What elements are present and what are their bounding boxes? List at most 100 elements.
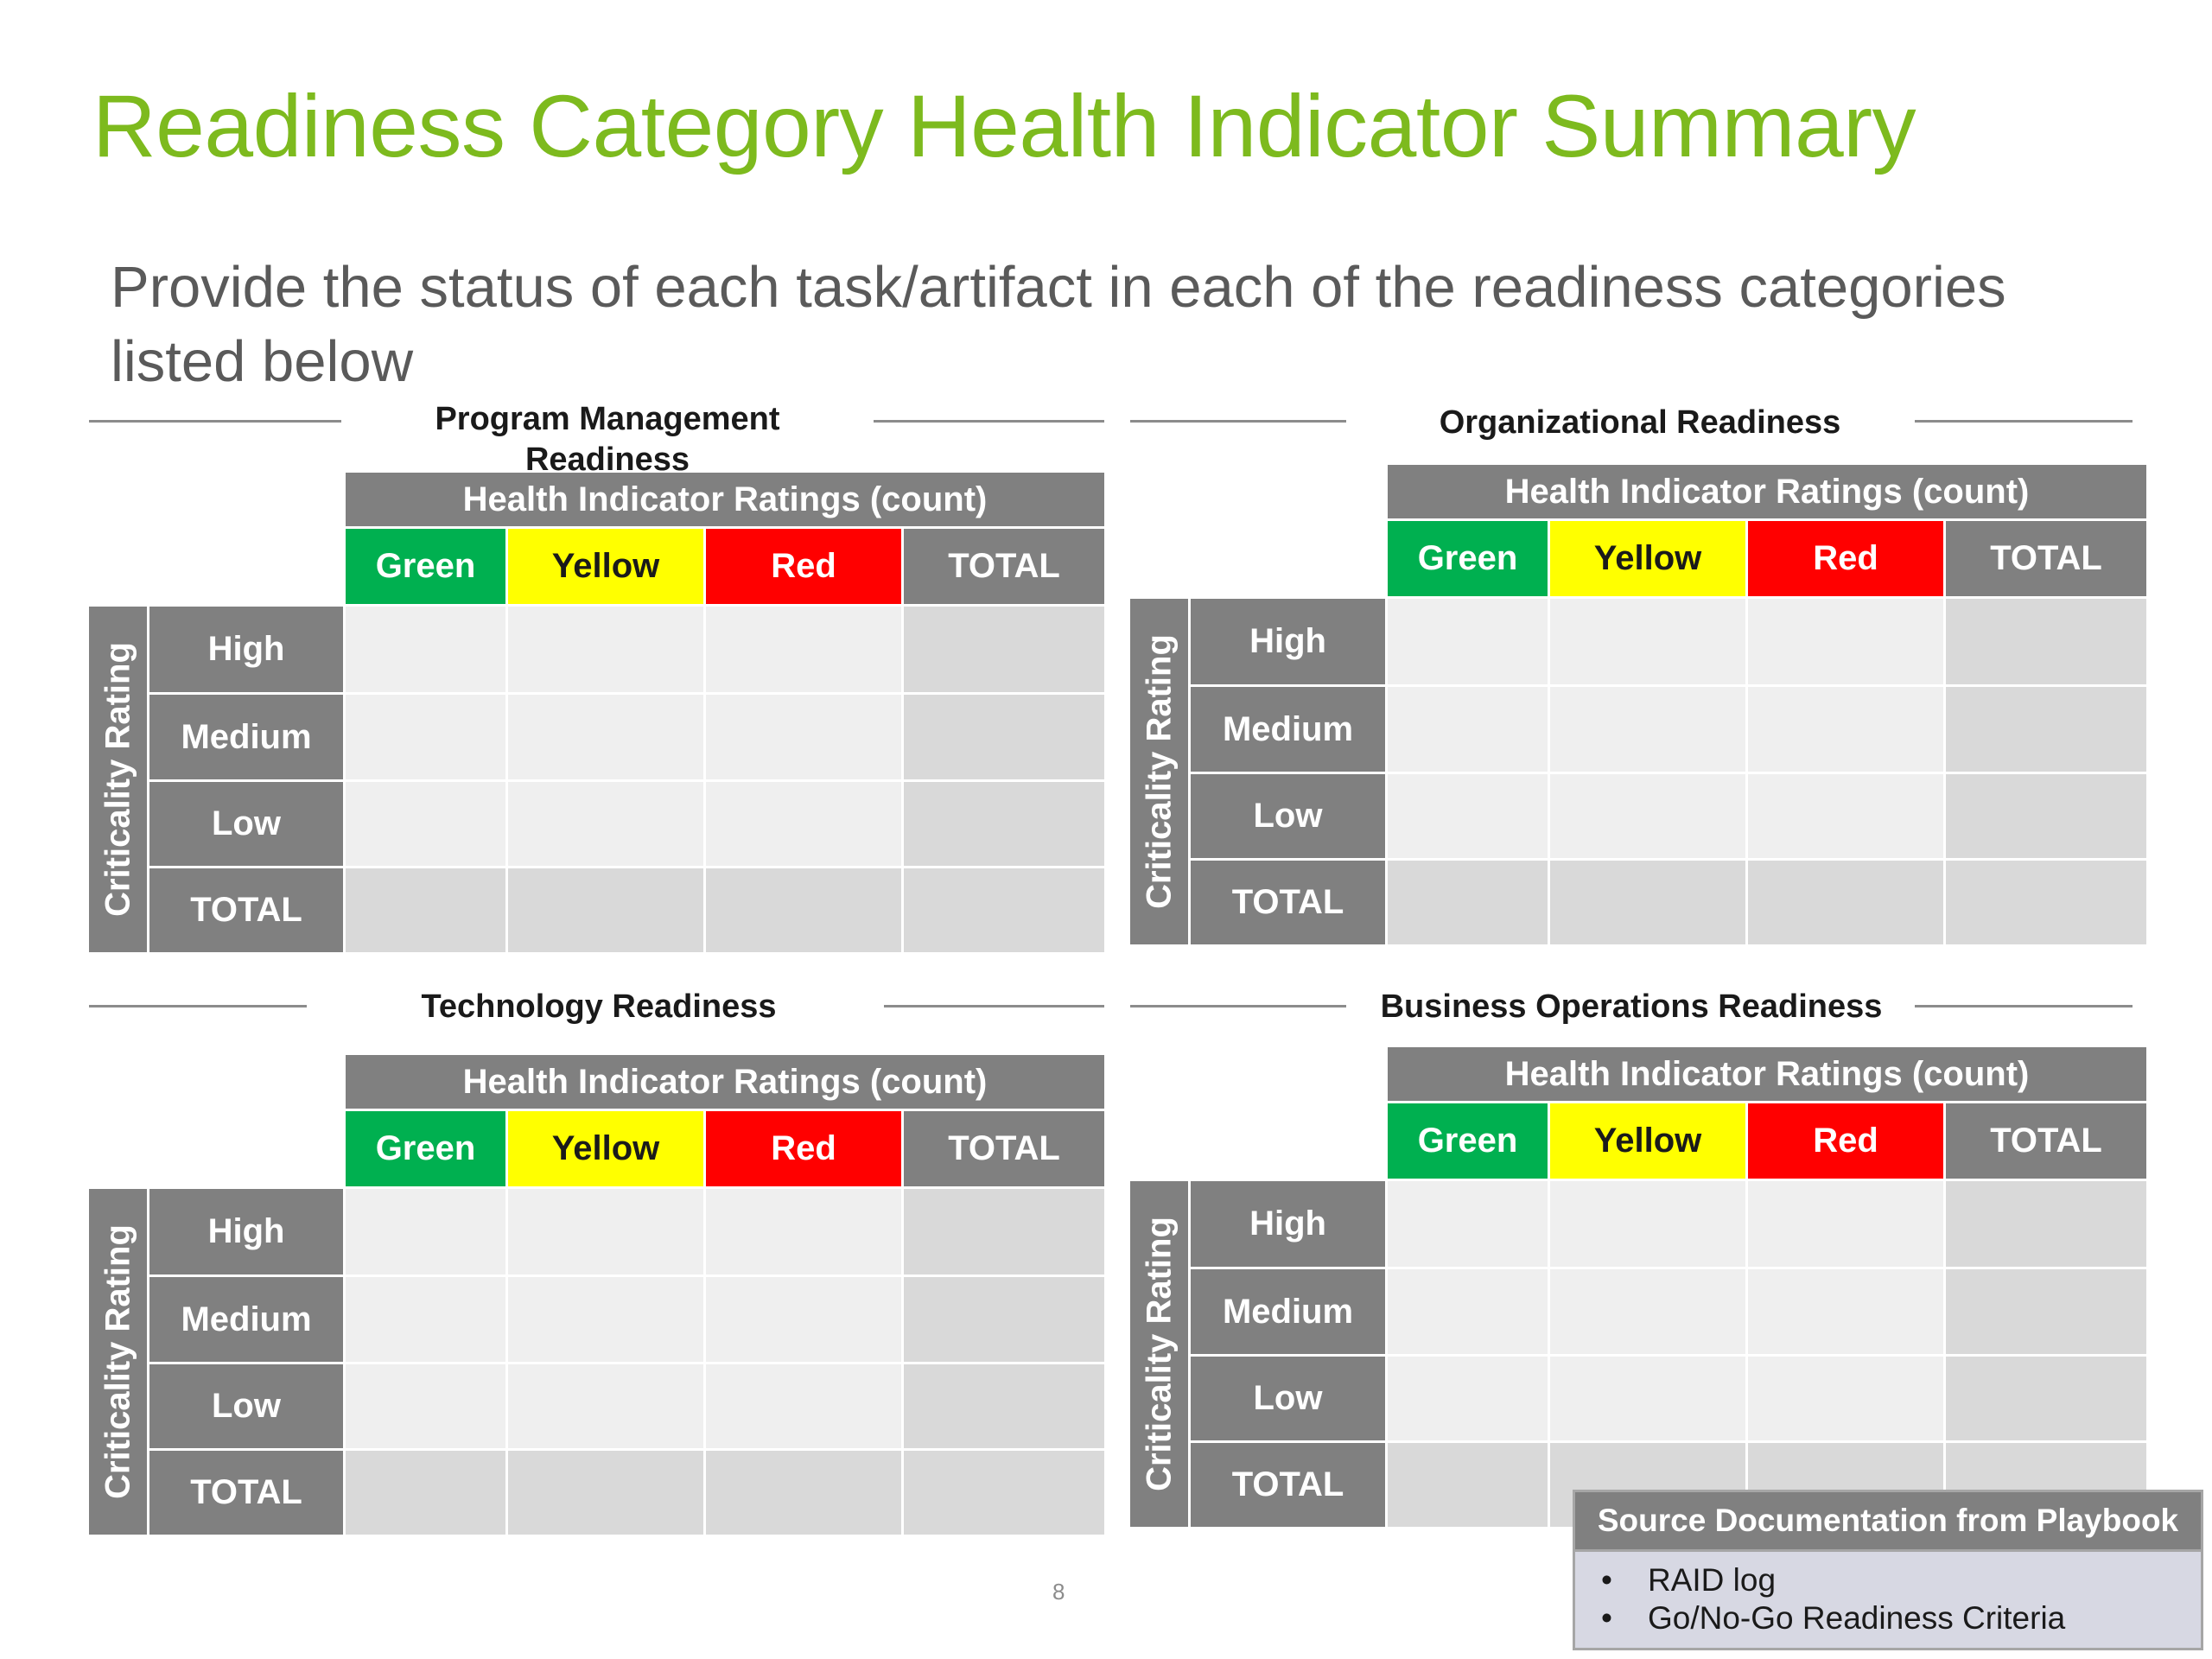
data-cell bbox=[1388, 1357, 1548, 1440]
title-rule-left bbox=[1130, 1005, 1346, 1007]
bullet-icon: • bbox=[1601, 1562, 1612, 1598]
row-low: Low bbox=[1191, 774, 1385, 858]
data-cell bbox=[346, 1451, 505, 1535]
data-cell bbox=[1946, 1357, 2146, 1440]
data-cell bbox=[904, 868, 1104, 952]
data-cell bbox=[1550, 1357, 1745, 1440]
data-cell bbox=[346, 868, 505, 952]
data-cell bbox=[1550, 774, 1745, 858]
ratings-header: Health Indicator Ratings (count) bbox=[346, 1055, 1104, 1109]
data-cell bbox=[706, 695, 901, 779]
data-cell bbox=[706, 1364, 901, 1448]
data-cell bbox=[346, 695, 505, 779]
col-red: Red bbox=[706, 529, 901, 604]
data-cell bbox=[1550, 1269, 1745, 1354]
data-cell bbox=[1748, 774, 1943, 858]
col-green: Green bbox=[1388, 521, 1548, 596]
readiness-panel-technology: Technology Readiness Health Indicator Ra… bbox=[89, 983, 1104, 1536]
data-cell bbox=[508, 695, 703, 779]
data-cell bbox=[1748, 1269, 1943, 1354]
col-yellow: Yellow bbox=[1550, 1103, 1745, 1179]
page-subtitle: Provide the status of each task/artifact… bbox=[111, 255, 2006, 394]
row-low: Low bbox=[149, 782, 343, 866]
data-cell bbox=[1748, 1181, 1943, 1267]
data-cell bbox=[904, 607, 1104, 692]
page-number: 8 bbox=[1052, 1579, 1065, 1605]
source-item: • RAID log bbox=[1601, 1562, 1777, 1598]
col-yellow: Yellow bbox=[508, 1111, 703, 1186]
col-total: TOTAL bbox=[904, 1111, 1104, 1186]
col-total: TOTAL bbox=[904, 529, 1104, 604]
data-cell bbox=[1388, 1269, 1548, 1354]
source-item: • Go/No-Go Readiness Criteria bbox=[1601, 1600, 2066, 1636]
data-cell bbox=[904, 1277, 1104, 1362]
row-high: High bbox=[149, 1189, 343, 1274]
data-cell bbox=[508, 1451, 703, 1535]
data-cell bbox=[1946, 1181, 2146, 1267]
panel-title: Organizational Readiness bbox=[1439, 404, 1841, 441]
readiness-panel-organizational: Organizational Readiness Health Indicato… bbox=[1130, 399, 2146, 952]
title-rule-right bbox=[884, 1005, 1104, 1007]
panel-title: Business Operations Readiness bbox=[1380, 988, 1883, 1025]
data-cell bbox=[1748, 687, 1943, 772]
data-cell bbox=[508, 1189, 703, 1274]
readiness-panel-business-operations: Business Operations Readiness Health Ind… bbox=[1130, 983, 2146, 1536]
data-cell bbox=[706, 782, 901, 866]
row-medium: Medium bbox=[1191, 687, 1385, 772]
row-total: TOTAL bbox=[149, 868, 343, 952]
ratings-header: Health Indicator Ratings (count) bbox=[346, 473, 1104, 526]
title-rule-left bbox=[89, 420, 341, 423]
data-cell bbox=[508, 868, 703, 952]
data-cell bbox=[346, 1189, 505, 1274]
data-cell bbox=[904, 1189, 1104, 1274]
col-green: Green bbox=[346, 1111, 505, 1186]
criticality-rating-label: Criticality Rating bbox=[89, 1189, 147, 1535]
source-documentation-box: Source Documentation from Playbook • RAID… bbox=[1573, 1490, 2203, 1650]
data-cell bbox=[1388, 1443, 1548, 1527]
row-high: High bbox=[149, 607, 343, 692]
row-high: High bbox=[1191, 1181, 1385, 1267]
data-cell bbox=[1550, 861, 1745, 944]
panel-title: Program Management Readiness bbox=[435, 401, 780, 478]
col-yellow: Yellow bbox=[508, 529, 703, 604]
data-cell bbox=[508, 607, 703, 692]
readiness-panel-program-management: Program Management Readiness Health Indi… bbox=[89, 399, 1104, 952]
data-cell bbox=[706, 607, 901, 692]
data-cell bbox=[1388, 861, 1548, 944]
title-rule-left bbox=[1130, 420, 1346, 423]
data-cell bbox=[904, 1451, 1104, 1535]
data-cell bbox=[1748, 599, 1943, 684]
col-yellow: Yellow bbox=[1550, 521, 1745, 596]
col-red: Red bbox=[706, 1111, 901, 1186]
row-high: High bbox=[1191, 599, 1385, 684]
data-cell bbox=[508, 1277, 703, 1362]
page-title: Readiness Category Health Indicator Summ… bbox=[92, 77, 1916, 175]
ratings-header: Health Indicator Ratings (count) bbox=[1388, 1047, 2146, 1101]
data-cell bbox=[1946, 861, 2146, 944]
data-cell bbox=[346, 1364, 505, 1448]
title-rule-right bbox=[874, 420, 1104, 423]
data-cell bbox=[346, 607, 505, 692]
data-cell bbox=[1946, 774, 2146, 858]
source-list: • RAID log • Go/No-Go Readiness Criteria bbox=[1573, 1552, 2203, 1650]
col-green: Green bbox=[346, 529, 505, 604]
row-total: TOTAL bbox=[1191, 861, 1385, 944]
data-cell bbox=[1550, 687, 1745, 772]
data-cell bbox=[346, 782, 505, 866]
col-red: Red bbox=[1748, 1103, 1943, 1179]
data-cell bbox=[706, 1451, 901, 1535]
data-cell bbox=[706, 1277, 901, 1362]
row-medium: Medium bbox=[149, 695, 343, 779]
data-cell bbox=[1388, 774, 1548, 858]
row-total: TOTAL bbox=[149, 1451, 343, 1535]
criticality-rating-label: Criticality Rating bbox=[89, 607, 147, 952]
data-cell bbox=[1946, 687, 2146, 772]
data-cell bbox=[346, 1277, 505, 1362]
data-cell bbox=[1550, 599, 1745, 684]
data-cell bbox=[904, 695, 1104, 779]
data-cell bbox=[508, 1364, 703, 1448]
data-cell bbox=[1388, 687, 1548, 772]
ratings-header: Health Indicator Ratings (count) bbox=[1388, 465, 2146, 518]
row-total: TOTAL bbox=[1191, 1443, 1385, 1527]
col-total: TOTAL bbox=[1946, 1103, 2146, 1179]
